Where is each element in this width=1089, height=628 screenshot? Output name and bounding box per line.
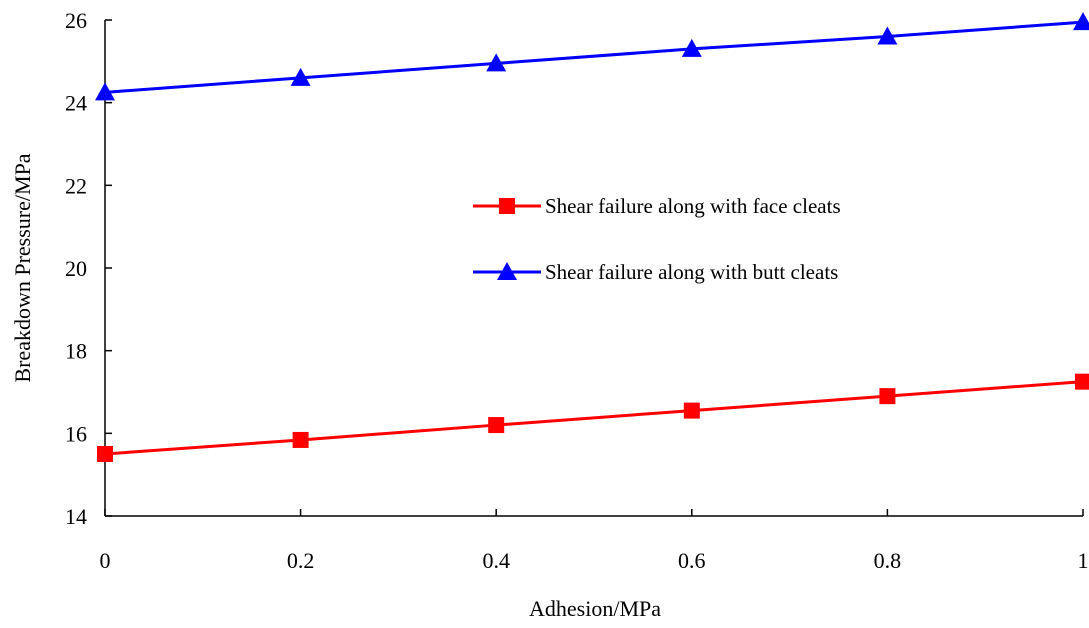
y-tick-label: 24 [65,91,87,116]
y-tick-label: 20 [65,256,87,281]
legend-item: Shear failure along with face cleats [473,194,841,218]
y-ticks: 14 16 18 20 22 24 26 [65,8,112,529]
data-point [681,38,702,57]
data-point [488,417,505,434]
y-tick-label: 26 [65,8,87,33]
data-point [879,388,896,405]
legend: Shear failure along with face cleats Shea… [473,194,841,284]
y-tick-label: 18 [65,339,87,364]
x-tick-label: 0.2 [287,548,315,573]
series-face-cleats [97,373,1089,462]
data-point [1073,12,1089,31]
data-point [486,53,507,72]
data-point [290,67,311,86]
y-axis-title: Breakdown Pressure/MPa [10,153,35,382]
legend-marker [499,198,515,214]
data-point [877,26,898,45]
x-ticks: 0 0.2 0.4 0.6 0.8 1 [100,509,1089,573]
series-line [104,20,1084,94]
y-tick-label: 22 [65,173,87,198]
x-tick-label: 0.8 [874,548,902,573]
y-tick-label: 14 [65,504,87,529]
data-point [95,82,115,101]
series-butt-cleats [95,12,1089,101]
y-tick-label: 16 [65,421,87,446]
data-point [1075,373,1089,390]
x-tick-label: 0.4 [482,548,510,573]
data-point [97,446,113,462]
data-point [292,431,309,448]
x-tick-label: 1 [1078,548,1089,573]
x-axis-title: Adhesion/MPa [529,596,661,621]
legend-marker [497,262,517,280]
legend-label: Shear failure along with butt cleats [545,260,838,284]
legend-item: Shear failure along with butt cleats [473,260,838,284]
series-layer [95,12,1089,462]
data-point [683,402,700,419]
x-tick-label: 0 [100,548,111,573]
legend-label: Shear failure along with face cleats [545,194,841,218]
x-tick-label: 0.6 [678,548,706,573]
series-line [104,380,1084,456]
